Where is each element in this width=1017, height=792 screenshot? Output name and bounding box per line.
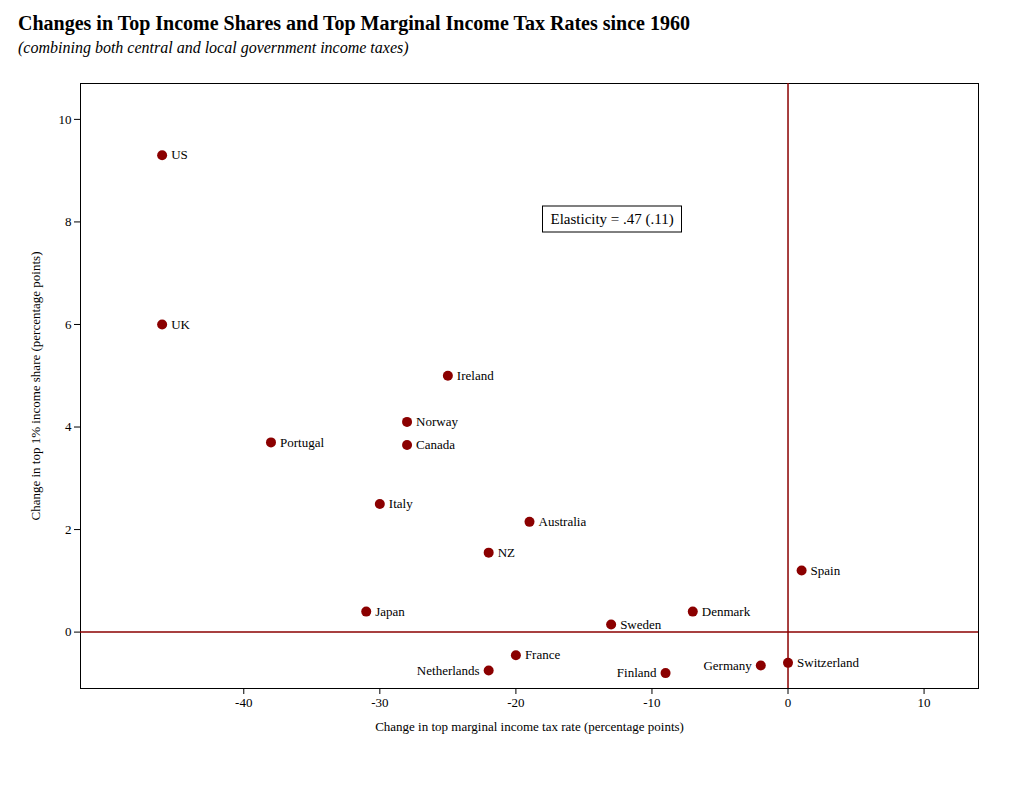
svg-text:Denmark: Denmark bbox=[702, 604, 751, 619]
svg-text:Germany: Germany bbox=[703, 658, 752, 673]
html-text:Elasticity = .47 (.11): Elasticity = .47 (.11) bbox=[550, 210, 674, 227]
svg-text:Change in top marginal income: Change in top marginal income tax rate (… bbox=[375, 719, 684, 734]
svg-text:10: 10 bbox=[918, 695, 931, 710]
svg-text:Switzerland: Switzerland bbox=[797, 655, 860, 670]
svg-text:0: 0 bbox=[785, 695, 792, 710]
svg-text:Finland: Finland bbox=[617, 665, 657, 680]
svg-text:Ireland: Ireland bbox=[457, 368, 494, 383]
svg-text:-40: -40 bbox=[235, 695, 252, 710]
svg-text:Netherlands: Netherlands bbox=[417, 663, 480, 678]
svg-text:Italy: Italy bbox=[389, 496, 413, 511]
svg-text:US: US bbox=[171, 147, 188, 162]
svg-text:Australia: Australia bbox=[539, 514, 587, 529]
svg-text:10: 10 bbox=[59, 112, 72, 127]
html-text:Changes in Top Income Shares a: Changes in Top Income Shares and Top Mar… bbox=[18, 12, 690, 34]
svg-text:NZ: NZ bbox=[498, 545, 515, 560]
svg-text:-10: -10 bbox=[643, 695, 660, 710]
svg-text:-30: -30 bbox=[371, 695, 388, 710]
svg-text:Spain: Spain bbox=[811, 563, 841, 578]
svg-text:France: France bbox=[525, 647, 561, 662]
svg-text:Change in top 1% income share: Change in top 1% income share (percentag… bbox=[28, 252, 43, 521]
svg-text:0: 0 bbox=[65, 624, 72, 639]
svg-text:Norway: Norway bbox=[416, 414, 458, 429]
svg-text:2: 2 bbox=[65, 522, 72, 537]
svg-text:4: 4 bbox=[65, 419, 72, 434]
svg-text:Canada: Canada bbox=[416, 437, 455, 452]
svg-text:8: 8 bbox=[65, 214, 72, 229]
svg-text:Sweden: Sweden bbox=[620, 617, 662, 632]
svg-text:Portugal: Portugal bbox=[280, 435, 324, 450]
svg-text:UK: UK bbox=[171, 317, 190, 332]
svg-text:6: 6 bbox=[65, 317, 72, 332]
svg-text:Japan: Japan bbox=[375, 604, 405, 619]
svg-text:-20: -20 bbox=[507, 695, 524, 710]
html-text:(combining both central and lo: (combining both central and local govern… bbox=[18, 39, 409, 56]
